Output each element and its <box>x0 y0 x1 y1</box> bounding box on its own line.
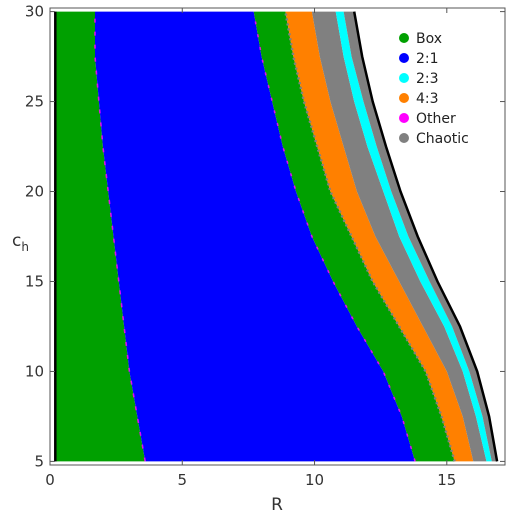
y-tick-label: 20 <box>25 183 44 201</box>
legend-marker <box>399 53 409 63</box>
legend-label: 4:3 <box>416 91 439 107</box>
legend-label: Box <box>416 31 442 47</box>
region-2-3 <box>335 11 492 462</box>
y-tick-label: 15 <box>25 272 44 290</box>
y-tick-label: 10 <box>25 362 44 380</box>
other-orbits-boundary-inner <box>94 11 146 462</box>
boundary-layer <box>54 11 499 462</box>
region-chaotic-outer <box>343 11 498 462</box>
x-tick-label: 5 <box>177 471 187 489</box>
legend-label: Other <box>416 111 456 127</box>
legend: Box 2:1 2:3 4:3 Other Chaotic <box>399 31 469 147</box>
outer-edge-curve <box>352 11 499 462</box>
y-axis-title-main: c <box>12 231 21 251</box>
legend-label: 2:1 <box>416 51 439 67</box>
region-box-inner <box>55 11 146 462</box>
y-axis-title-subscript: h <box>21 240 29 254</box>
legend-label: Chaotic <box>416 131 469 147</box>
region-4-3 <box>285 11 474 462</box>
x-tick-label: 0 <box>45 471 55 489</box>
legend-marker <box>399 93 409 103</box>
plot-frame <box>49 7 506 466</box>
other-orbits-boundary-outer <box>252 11 416 462</box>
x-tick-label: 10 <box>305 471 324 489</box>
region-box-outer <box>253 11 455 462</box>
legend-marker <box>399 133 409 143</box>
legend-label: 2:3 <box>416 71 439 87</box>
y-axis-title: ch <box>12 231 29 254</box>
x-tick-label: 15 <box>437 471 456 489</box>
y-tick-label: 30 <box>25 3 44 21</box>
region-layer <box>55 11 498 462</box>
legend-marker <box>399 73 409 83</box>
y-tick-label: 25 <box>25 93 44 111</box>
x-axis-title: R <box>271 495 283 515</box>
legend-marker <box>399 33 409 43</box>
legend-marker <box>399 113 409 123</box>
y-tick-label: 5 <box>34 452 44 470</box>
region-2-1 <box>95 11 416 462</box>
